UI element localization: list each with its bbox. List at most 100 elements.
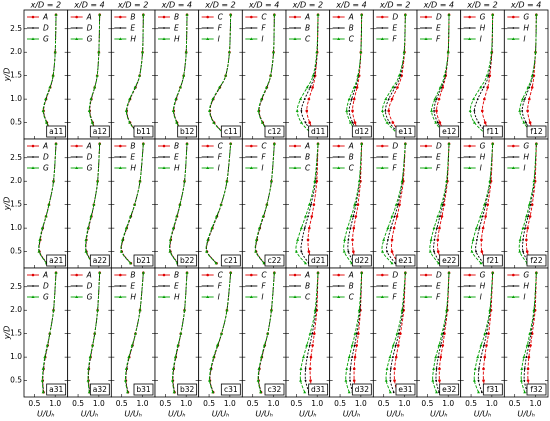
marker <box>488 179 492 183</box>
marker <box>524 214 528 218</box>
marker <box>386 226 390 230</box>
legend-label: A <box>42 271 48 280</box>
marker <box>124 367 128 370</box>
marker <box>352 379 356 382</box>
marker <box>308 344 311 347</box>
marker <box>526 109 529 113</box>
marker <box>123 378 127 382</box>
x-axis-label: U/Uₕ <box>212 410 230 419</box>
marker <box>522 238 524 241</box>
marker <box>477 379 480 382</box>
panel-label-box <box>351 383 372 396</box>
legend-label: H <box>130 35 136 44</box>
legend-label: D <box>43 282 49 291</box>
profile-line <box>172 272 188 393</box>
panel-frame <box>372 267 418 398</box>
x-axis-label: U/Uₕ <box>474 410 492 419</box>
marker <box>209 367 213 370</box>
marker <box>435 367 438 370</box>
panel-frame <box>23 138 69 269</box>
marker <box>468 109 472 112</box>
marker <box>264 85 268 89</box>
marker <box>439 344 442 347</box>
x-tick-label: 1.0 <box>49 399 61 408</box>
legend-label: I <box>261 164 264 173</box>
x-tick-label: 0.5 <box>421 399 433 408</box>
marker <box>311 332 314 335</box>
legend-marker <box>468 156 471 158</box>
legend-label: D <box>436 13 442 22</box>
marker <box>168 249 172 253</box>
marker <box>475 238 478 241</box>
marker <box>44 120 48 124</box>
marker <box>532 308 536 312</box>
marker <box>206 238 210 241</box>
panel-label-box <box>439 125 460 138</box>
marker <box>311 344 314 347</box>
legend-label: C <box>349 293 355 302</box>
x-tick-label: 1.0 <box>93 399 105 408</box>
profile-line <box>433 143 450 264</box>
legend-marker <box>75 295 79 298</box>
legend-label: B <box>130 13 135 22</box>
marker <box>382 238 386 241</box>
marker <box>483 97 486 101</box>
marker <box>53 50 57 54</box>
marker <box>212 120 216 124</box>
marker <box>395 215 399 218</box>
legend-marker <box>293 15 297 19</box>
legend-label: G <box>480 271 486 280</box>
marker <box>299 226 303 230</box>
marker <box>489 50 493 54</box>
marker <box>403 271 407 274</box>
x-tick-label: 0.5 <box>509 399 521 408</box>
marker <box>54 13 58 16</box>
marker <box>44 214 48 218</box>
marker <box>305 109 309 113</box>
panel-label: c32 <box>268 385 282 394</box>
marker <box>257 109 261 112</box>
marker <box>224 74 228 77</box>
legend-marker <box>424 295 428 298</box>
panel-frame <box>503 9 549 140</box>
legend-label: H <box>480 282 486 291</box>
legend-marker <box>424 166 428 169</box>
marker <box>527 97 531 101</box>
marker <box>433 97 437 101</box>
panel-label: f21 <box>487 256 499 265</box>
marker <box>350 343 354 347</box>
marker <box>184 50 188 54</box>
marker <box>349 214 353 218</box>
legend-label: I <box>218 35 221 44</box>
marker <box>313 308 317 312</box>
legend-marker <box>162 295 166 298</box>
x-tick-label: 0.5 <box>28 399 40 408</box>
marker <box>528 215 532 218</box>
legend-label: I <box>218 293 221 302</box>
marker <box>530 74 534 77</box>
marker <box>479 261 483 265</box>
legend-marker <box>119 27 122 29</box>
legend-label: H <box>130 164 136 173</box>
marker <box>310 215 314 218</box>
marker <box>403 13 407 16</box>
marker <box>84 238 88 241</box>
marker <box>352 85 356 89</box>
profile-line <box>300 14 319 135</box>
legend-marker <box>468 27 471 29</box>
marker <box>128 214 132 218</box>
panel-label: a21 <box>49 256 63 265</box>
legend-marker <box>512 156 515 158</box>
x-tick-label: 0.5 <box>334 399 346 408</box>
legend-label: D <box>43 153 49 162</box>
marker <box>305 85 309 89</box>
legend-marker <box>511 166 515 169</box>
legend-marker <box>337 156 340 158</box>
marker <box>254 238 258 241</box>
marker <box>534 13 538 16</box>
